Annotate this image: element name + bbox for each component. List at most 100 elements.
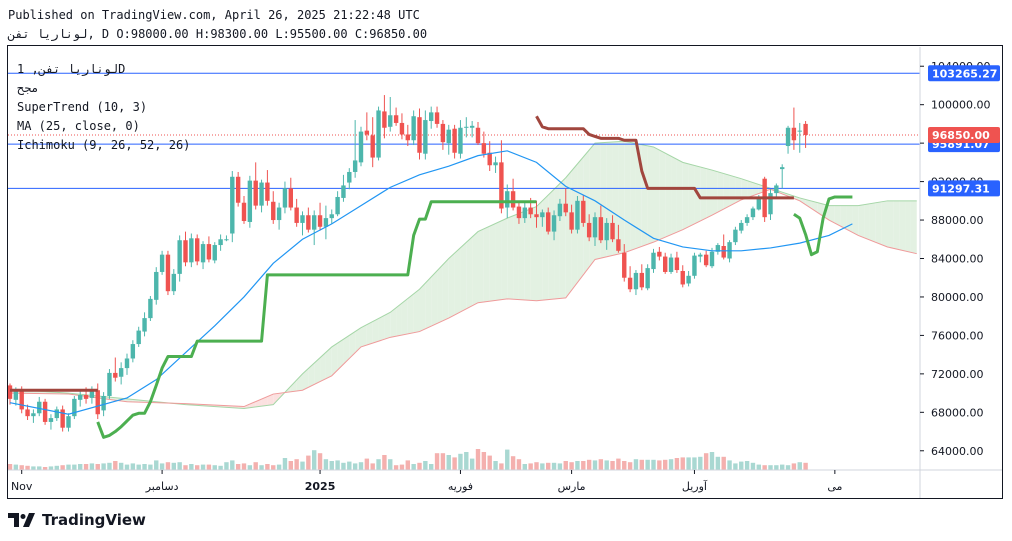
candle (259, 179, 264, 213)
legend-ma[interactable]: MA (25, close, 0) (17, 119, 140, 133)
candle (768, 189, 773, 221)
candle (429, 106, 434, 129)
candle (265, 170, 270, 206)
volume-bar (388, 459, 393, 470)
price-tick-label: 64000.00 (931, 445, 984, 458)
cloud-segment (249, 401, 256, 408)
volume-bar (329, 461, 334, 470)
candle (627, 266, 633, 293)
cloud-segment (875, 201, 882, 245)
candle-body (78, 395, 83, 400)
candle-body (200, 244, 206, 263)
volume-bar (265, 464, 270, 470)
cloud-segment (706, 168, 712, 219)
candle-body (113, 372, 118, 378)
volume-bar (235, 464, 241, 470)
volume-bar (528, 463, 533, 470)
cloud-segment (723, 173, 730, 210)
candle-body (218, 239, 223, 246)
volume-bar (411, 464, 416, 470)
candle-body (715, 245, 721, 252)
candle-body (627, 277, 633, 290)
candle (323, 205, 329, 240)
volume-bar (780, 464, 785, 470)
volume-bar (534, 462, 539, 470)
legend-ichimoku[interactable]: Ichimoku (9, 26, 52, 26) (17, 138, 191, 152)
volume-bar (791, 463, 797, 470)
legend-supertrend[interactable]: SuperTrend (10, 3) (17, 100, 148, 114)
candle (516, 202, 522, 224)
candle-body (364, 130, 370, 135)
cloud-segment (308, 363, 315, 388)
candle-body (347, 171, 352, 183)
candle-body (510, 191, 516, 208)
cloud-segment (401, 298, 408, 336)
candle-body (663, 256, 668, 272)
candle (306, 207, 311, 233)
volume-bar (31, 466, 36, 470)
volume-bar (405, 460, 410, 470)
volume-bar (551, 462, 557, 470)
candle-body (42, 401, 48, 422)
candle (159, 250, 165, 275)
cloud-segment (659, 150, 666, 240)
volume-bar (645, 459, 650, 470)
volume-bar (206, 464, 212, 470)
volume-bar (212, 465, 217, 470)
candle-body (557, 203, 563, 217)
candle-body (458, 127, 463, 154)
cloud-segment (741, 178, 748, 200)
candle (300, 211, 305, 236)
candle-body (107, 372, 112, 396)
volume-bar (294, 459, 299, 470)
volume-bar (663, 459, 668, 470)
cloud-segment (501, 218, 508, 300)
volume-bar (774, 465, 779, 470)
cloud-segment (717, 171, 724, 213)
cloud-segment (559, 177, 566, 299)
volume-bar (469, 458, 475, 470)
cloud-segment (290, 380, 297, 392)
candle-body (89, 390, 95, 398)
cloud-segment (542, 195, 549, 301)
cloud-segment (682, 162, 689, 230)
candle-body (31, 413, 36, 417)
candle (469, 121, 475, 138)
cloud-segment (325, 346, 332, 379)
cloud-segment (442, 258, 449, 321)
cloud-segment (431, 270, 438, 327)
candle (247, 175, 253, 228)
candle-body (171, 273, 176, 292)
candle (253, 162, 258, 210)
volume-bar (785, 465, 791, 470)
volume-bar (312, 450, 317, 470)
cloud-segment (349, 331, 356, 359)
candle-body (358, 131, 364, 163)
volume-bar (189, 464, 194, 470)
price-tick-label: 88000.00 (931, 214, 984, 227)
chart-frame (7, 45, 1003, 499)
candle (475, 121, 481, 146)
candle-body (19, 391, 24, 410)
ichimoku-cloud (9, 140, 917, 409)
candle-body (481, 143, 487, 154)
candle (124, 353, 130, 375)
candle (66, 413, 71, 432)
cloud-segment (852, 205, 859, 236)
volume-bar (481, 452, 487, 470)
time-tick-label: دسامبر (145, 480, 179, 493)
candle-body (130, 344, 136, 359)
candle (692, 252, 697, 279)
candle-body (434, 112, 440, 124)
cloud-segment (343, 335, 350, 365)
candle (657, 246, 662, 261)
candle-body (341, 185, 346, 198)
cloud-segment (565, 170, 572, 298)
candle (522, 201, 527, 223)
candle-body (124, 358, 130, 369)
candle (744, 214, 750, 226)
cloud-span-b (9, 188, 917, 408)
candle-body (101, 395, 106, 411)
candle-body (323, 218, 329, 227)
